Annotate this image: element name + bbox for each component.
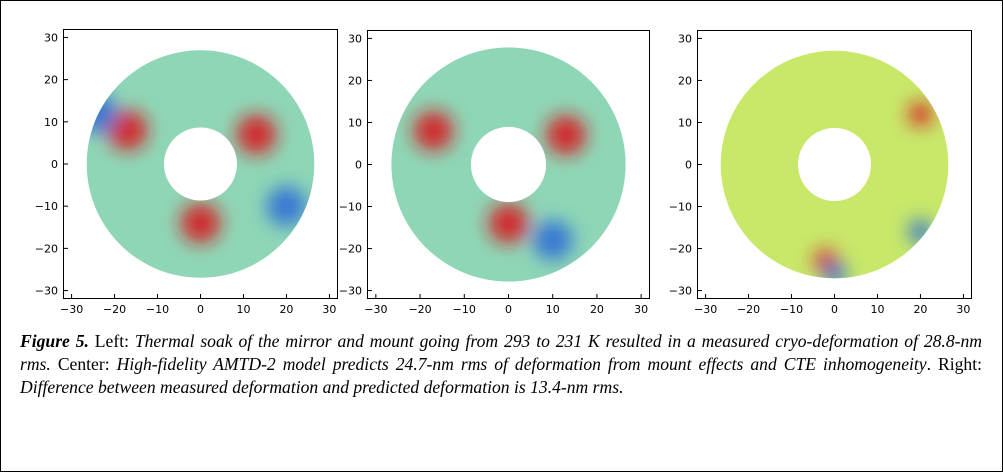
y-tick-label: −30 [339, 285, 362, 298]
y-tick-label: 20 [348, 74, 362, 87]
y-tick-label: 0 [51, 158, 58, 171]
x-tick-label: 0 [197, 303, 204, 316]
annulus-map [391, 47, 626, 282]
x-tick-label: 20 [590, 303, 604, 316]
caption-left-text: Thermal soak of the mirror and mount goi… [20, 331, 982, 374]
x-tick-label: 20 [913, 303, 927, 316]
y-tick-label: 10 [348, 116, 362, 129]
y-tick-label: 10 [44, 116, 58, 129]
hot-spot [413, 110, 454, 151]
caption-center-text: High-fidelity AMTD-2 model predicts 24.7… [116, 354, 927, 374]
y-tick-label: 20 [678, 74, 692, 87]
y-tick-label: −20 [339, 243, 362, 256]
x-tick-label: −30 [364, 303, 387, 316]
hot-spot [180, 203, 221, 244]
cold-spot [266, 186, 307, 227]
heatmap-center: −30 −20 −10 0 10 20 30 30 20 10 0 −10 −20 −30 [339, 30, 650, 316]
x-tick-label: −20 [408, 303, 431, 316]
y-tick-label: −10 [35, 200, 58, 213]
x-tick-label: 30 [956, 303, 970, 316]
y-tick-label: −10 [669, 201, 692, 214]
x-tick-label: 30 [322, 303, 336, 316]
figure-label: Figure 5. [20, 331, 89, 351]
annulus-base [720, 50, 949, 279]
plot-left: −30 −20 −10 0 10 20 30 30 20 10 0 −10 −20 −30 [35, 29, 338, 316]
y-tick-label: 0 [685, 159, 692, 172]
y-tick-label: −30 [669, 285, 692, 298]
x-tick-label: −30 [694, 303, 717, 316]
x-tick-label: 10 [546, 303, 560, 316]
x-tick-label: −20 [103, 303, 126, 316]
hot-spot [107, 110, 148, 151]
x-tick-label: 0 [505, 303, 512, 316]
caption-left-label: Left: [94, 331, 129, 351]
hot-spot [908, 102, 933, 127]
figure-caption: Figure 5. Left: Thermal soak of the mirr… [20, 330, 982, 399]
plot-right: −30 −20 −10 0 10 20 30 30 20 10 0 −10 −20 −30 [669, 30, 972, 316]
heatmap-left: −30 −20 −10 0 10 20 30 30 20 10 0 −10 −20 −30 [35, 29, 338, 316]
cold-spot [532, 220, 573, 261]
hot-spot [545, 115, 586, 156]
y-tick-label: 0 [355, 159, 362, 172]
y-tick-label: 30 [44, 31, 58, 44]
hot-spot [236, 114, 277, 155]
y-tick-label: 30 [348, 32, 362, 45]
x-tick-label: 10 [236, 303, 250, 316]
annulus-map [720, 50, 949, 279]
y-tick-label: 20 [44, 74, 58, 87]
x-tick-label: −10 [453, 303, 476, 316]
x-tick-label: 20 [279, 303, 293, 316]
y-tick-label: −10 [339, 201, 362, 214]
x-tick-label: 0 [831, 303, 838, 316]
cold-spot [86, 93, 118, 134]
caption-center-label: Center: [57, 354, 110, 374]
hot-spot [488, 203, 529, 244]
cold-spot [908, 219, 933, 244]
y-tick-label: −20 [669, 243, 692, 256]
y-tick-label: −20 [35, 242, 58, 255]
x-tick-label: 10 [870, 303, 884, 316]
caption-right-label: Right: [938, 354, 983, 374]
caption-right-text: Difference between measured deformation … [20, 377, 624, 397]
x-tick-label: −20 [737, 303, 760, 316]
y-tick-label: 10 [678, 116, 692, 129]
annulus-base [86, 50, 315, 278]
caption-center-end: . [926, 354, 932, 374]
plot-center: −30 −20 −10 0 10 20 30 30 20 10 0 −10 −20 −30 [339, 30, 650, 316]
x-tick-label: −10 [780, 303, 803, 316]
y-tick-label: −30 [35, 285, 58, 298]
x-tick-label: 30 [634, 303, 648, 316]
x-tick-label: −10 [146, 303, 169, 316]
cold-spot [822, 261, 847, 279]
annulus-base [391, 47, 626, 282]
x-tick-label: −30 [60, 303, 83, 316]
y-tick-label: 30 [678, 32, 692, 45]
heatmap-right: −30 −20 −10 0 10 20 30 30 20 10 0 −10 −20 −30 [669, 30, 972, 316]
annulus-map [86, 50, 315, 278]
